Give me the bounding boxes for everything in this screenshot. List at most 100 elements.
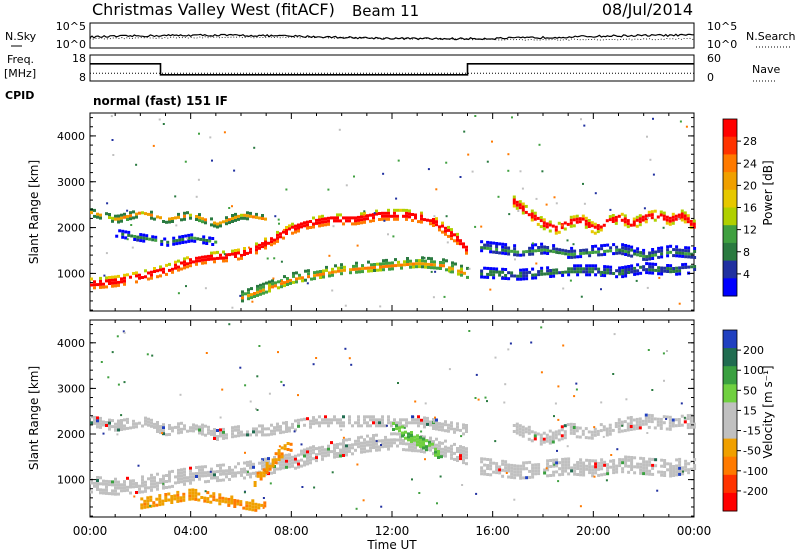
range-cell	[522, 476, 526, 480]
range-cell	[333, 443, 336, 447]
range-cell	[587, 430, 591, 434]
range-cell	[327, 447, 330, 451]
range-cell	[141, 211, 144, 215]
range-cell	[521, 202, 525, 206]
range-cell	[591, 245, 595, 248]
range-cell	[274, 284, 277, 288]
range-cell	[663, 462, 667, 465]
range-cell	[178, 241, 182, 245]
scatter-echo	[269, 482, 272, 485]
range-cell	[114, 425, 117, 429]
range-cell	[690, 265, 694, 269]
range-cell	[427, 265, 430, 269]
scatter-echo	[658, 276, 661, 279]
range-cell	[606, 466, 610, 470]
range-cell	[242, 506, 246, 510]
range-cell	[339, 451, 342, 455]
range-cell	[360, 424, 363, 428]
scatter-echo	[685, 125, 688, 128]
range-cell	[123, 276, 126, 280]
range-cell	[394, 264, 397, 268]
range-cell	[328, 271, 331, 275]
range-cell	[614, 218, 618, 222]
colorbar-swatch	[723, 154, 737, 173]
range-cell	[316, 273, 319, 277]
scatter-echo	[432, 296, 435, 299]
range-cell	[423, 425, 426, 429]
range-cell	[489, 461, 493, 465]
range-cell	[683, 217, 687, 221]
range-cell	[558, 251, 562, 255]
range-cell	[187, 233, 191, 237]
range-cell	[241, 296, 244, 300]
colorbar-swatch	[723, 207, 737, 226]
range-cell	[375, 418, 378, 422]
range-cell	[572, 218, 576, 222]
range-cell	[504, 460, 508, 464]
range-cell	[570, 252, 574, 256]
range-cell	[280, 452, 284, 456]
range-cell	[423, 416, 426, 420]
range-cell	[441, 425, 444, 429]
range-cell	[635, 420, 639, 424]
range-cell	[612, 465, 616, 469]
range-cell	[339, 219, 342, 223]
range-cell	[219, 256, 222, 260]
range-cell	[105, 421, 108, 424]
range-cell	[591, 471, 595, 475]
range-cell	[624, 247, 628, 250]
range-cell	[385, 264, 388, 268]
range-cell	[591, 251, 595, 254]
range-cell	[585, 267, 589, 271]
range-cell	[489, 247, 493, 251]
range-cell	[561, 466, 565, 470]
power-heatmap	[90, 115, 697, 309]
range-cell	[662, 421, 666, 425]
range-cell	[138, 484, 141, 488]
range-cell	[213, 437, 216, 440]
range-cell	[606, 249, 610, 253]
scatter-echo	[146, 353, 149, 356]
scatter-echo	[412, 415, 415, 418]
range-cell	[360, 218, 363, 222]
range-cell	[645, 271, 649, 275]
range-cell	[435, 217, 438, 221]
range-cell	[318, 421, 321, 425]
range-cell	[171, 270, 174, 274]
range-cell	[414, 213, 417, 217]
range-cell	[292, 280, 295, 284]
range-cell	[213, 470, 216, 474]
range-cell	[621, 269, 625, 273]
range-cell	[174, 475, 177, 479]
range-cell	[575, 214, 579, 218]
range-cell	[557, 221, 561, 225]
range-cell	[447, 429, 450, 433]
range-cell	[364, 266, 367, 270]
range-cell	[681, 248, 685, 252]
range-cell	[213, 431, 216, 434]
scatter-echo	[328, 254, 331, 257]
range-cell	[620, 212, 624, 216]
scatter-echo	[300, 443, 303, 446]
range-cell	[205, 239, 209, 242]
range-cell	[357, 421, 360, 425]
range-cell	[405, 211, 408, 215]
range-cell	[423, 450, 426, 454]
range-cell	[294, 454, 297, 458]
range-cell	[250, 296, 253, 300]
range-cell	[201, 429, 204, 433]
range-cell	[606, 265, 610, 269]
range-cell	[393, 214, 396, 218]
range-cell	[417, 421, 420, 425]
range-cell	[642, 466, 646, 470]
range-cell	[234, 434, 237, 438]
range-cell	[303, 224, 306, 228]
range-cell	[191, 488, 195, 492]
range-cell	[376, 268, 379, 272]
range-cell	[327, 444, 330, 448]
range-cell	[534, 276, 538, 280]
range-cell	[666, 248, 670, 252]
scatter-echo	[468, 330, 471, 332]
range-cell	[405, 448, 408, 452]
range-cell	[570, 249, 574, 253]
